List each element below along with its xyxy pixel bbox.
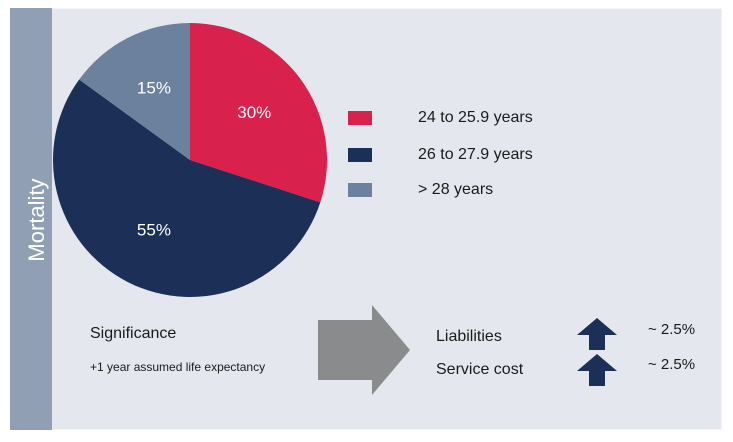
slice-label: 55% — [137, 220, 171, 239]
slice-label: 15% — [137, 79, 171, 98]
pie-slice — [190, 23, 327, 203]
up-arrow — [577, 318, 617, 350]
up-arrow — [577, 354, 617, 386]
legend-label: > 28 years — [418, 181, 493, 198]
impact-change: ~ 2.5% — [648, 321, 695, 338]
pie-slice — [79, 22, 190, 160]
impact-change: ~ 2.5% — [648, 356, 695, 373]
legend-swatch — [348, 148, 372, 162]
legend-swatch — [348, 183, 372, 197]
legend-label: 26 to 27.9 years — [418, 146, 533, 163]
arrow — [318, 305, 410, 395]
impact-label: Service cost — [436, 361, 524, 378]
pie-slice — [52, 79, 321, 297]
legend-label: 24 to 25.9 years — [418, 109, 533, 126]
sidebar — [10, 8, 52, 430]
impact-label: Liabilities — [436, 328, 502, 345]
slice-label: 30% — [237, 103, 271, 122]
legend-swatch — [348, 111, 372, 125]
significance-note: +1 year assumed life expectancy — [90, 360, 265, 374]
significance-title: Significance — [90, 325, 176, 342]
sidebar-title: Mortality — [24, 178, 49, 261]
